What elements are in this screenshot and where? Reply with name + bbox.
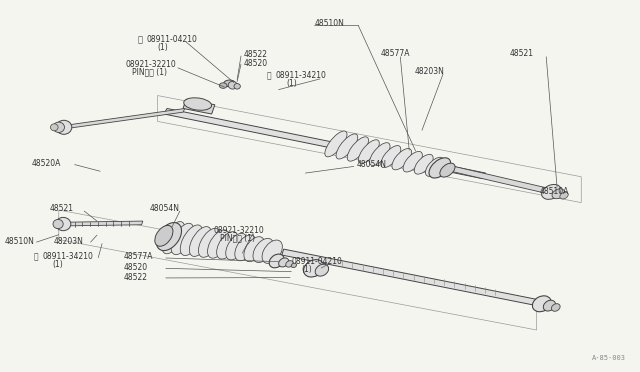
Ellipse shape	[325, 131, 347, 157]
Text: 08911-04210: 08911-04210	[147, 35, 198, 44]
Ellipse shape	[552, 304, 560, 311]
Ellipse shape	[429, 158, 451, 178]
Text: 48510A: 48510A	[540, 187, 569, 196]
Text: Ⓝ: Ⓝ	[266, 71, 271, 80]
Ellipse shape	[426, 157, 444, 176]
Ellipse shape	[348, 137, 369, 161]
Ellipse shape	[235, 235, 256, 261]
Ellipse shape	[180, 225, 202, 256]
Text: 48522: 48522	[124, 273, 148, 282]
Ellipse shape	[224, 80, 236, 87]
Ellipse shape	[392, 148, 412, 170]
Polygon shape	[65, 109, 185, 129]
Ellipse shape	[56, 217, 71, 231]
Polygon shape	[451, 166, 551, 194]
Text: 48054N: 48054N	[149, 204, 179, 214]
Polygon shape	[183, 99, 215, 114]
Text: (1): (1)	[301, 265, 312, 274]
Text: Ⓝ: Ⓝ	[33, 252, 38, 261]
Text: 08921-32210: 08921-32210	[214, 226, 264, 235]
Text: 48203N: 48203N	[54, 237, 83, 246]
Ellipse shape	[53, 219, 63, 229]
Ellipse shape	[53, 122, 65, 132]
Ellipse shape	[262, 240, 282, 263]
Text: 48203N: 48203N	[414, 67, 444, 76]
Text: 48520: 48520	[124, 263, 148, 272]
Ellipse shape	[162, 222, 185, 254]
Text: 08911-34210: 08911-34210	[275, 71, 326, 80]
Ellipse shape	[171, 223, 194, 255]
Ellipse shape	[56, 120, 72, 134]
Ellipse shape	[278, 258, 289, 267]
Ellipse shape	[303, 260, 324, 277]
Ellipse shape	[552, 189, 564, 199]
Text: 48521: 48521	[509, 49, 533, 58]
Ellipse shape	[358, 140, 380, 163]
Ellipse shape	[220, 83, 227, 88]
Ellipse shape	[440, 163, 455, 177]
Polygon shape	[164, 109, 486, 179]
Ellipse shape	[226, 233, 247, 260]
Ellipse shape	[541, 185, 561, 199]
Text: (1): (1)	[157, 43, 168, 52]
Polygon shape	[65, 221, 143, 226]
Text: 08911-04210: 08911-04210	[291, 257, 342, 266]
Ellipse shape	[228, 81, 237, 89]
Ellipse shape	[198, 228, 220, 257]
Ellipse shape	[269, 254, 284, 268]
Text: 48577A: 48577A	[124, 252, 153, 261]
Text: PINビン (1): PINビン (1)	[132, 67, 167, 76]
Ellipse shape	[315, 264, 329, 276]
Ellipse shape	[543, 300, 556, 311]
Polygon shape	[282, 249, 539, 306]
Ellipse shape	[244, 237, 264, 262]
Text: (1): (1)	[52, 260, 63, 269]
Text: A·85·003: A·85·003	[592, 355, 626, 361]
Text: 48521: 48521	[49, 204, 73, 214]
Ellipse shape	[253, 238, 273, 263]
Text: 08921-32210: 08921-32210	[125, 60, 177, 69]
Ellipse shape	[51, 124, 58, 131]
Ellipse shape	[532, 296, 551, 312]
Ellipse shape	[207, 230, 229, 258]
Text: 48054N: 48054N	[356, 160, 387, 170]
Text: 08911-34210: 08911-34210	[43, 252, 93, 261]
Text: Ⓝ: Ⓝ	[282, 257, 286, 266]
Ellipse shape	[291, 263, 296, 267]
Text: PINビン (1): PINビン (1)	[220, 233, 255, 242]
Text: 48577A: 48577A	[381, 49, 410, 58]
Text: 48522: 48522	[244, 50, 268, 59]
Ellipse shape	[285, 261, 293, 267]
Text: (1): (1)	[286, 79, 297, 88]
Ellipse shape	[217, 232, 238, 259]
Text: 48510N: 48510N	[4, 237, 35, 246]
Ellipse shape	[156, 222, 182, 251]
Ellipse shape	[336, 134, 358, 159]
Ellipse shape	[414, 154, 433, 174]
Text: 48520A: 48520A	[31, 158, 61, 168]
Ellipse shape	[403, 151, 422, 172]
Ellipse shape	[234, 84, 241, 89]
Ellipse shape	[370, 143, 390, 166]
Ellipse shape	[381, 145, 401, 168]
Ellipse shape	[155, 225, 173, 246]
Ellipse shape	[184, 98, 212, 110]
Text: 48520: 48520	[244, 58, 268, 68]
Ellipse shape	[560, 192, 568, 199]
Text: Ⓝ: Ⓝ	[137, 35, 142, 44]
Text: 48510N: 48510N	[315, 19, 345, 28]
Ellipse shape	[189, 227, 211, 256]
